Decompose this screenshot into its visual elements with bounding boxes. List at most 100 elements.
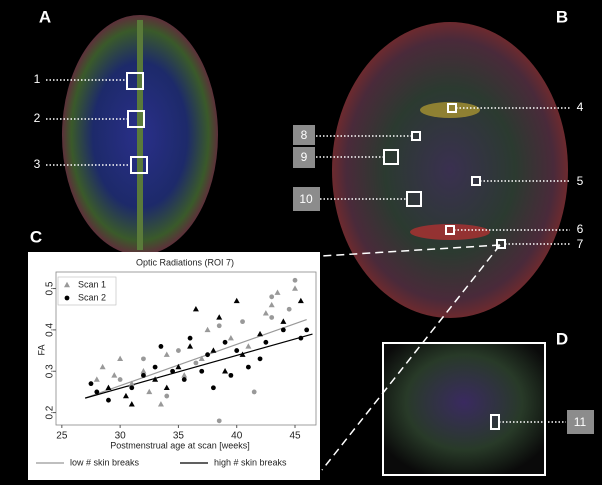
scatter-panel: Optic Radiations (ROI 7) Postmenstrual a…: [28, 252, 320, 480]
point: [181, 372, 188, 378]
point: [222, 339, 228, 345]
point: [128, 401, 135, 407]
fit-line: [84, 333, 313, 399]
label-box: [293, 147, 315, 168]
x-tick-label: 30: [115, 431, 127, 442]
point: [216, 314, 223, 320]
point: [198, 355, 205, 362]
x-tick-label: 35: [173, 431, 185, 442]
roi-label: 11: [574, 415, 587, 429]
y-tick-label: 0.4: [45, 323, 56, 337]
brain-image-d: [382, 342, 546, 476]
point: [181, 377, 187, 382]
point: [163, 351, 170, 357]
point: [94, 389, 100, 395]
point: [193, 360, 199, 366]
tract: [410, 224, 490, 240]
roi-label: 8: [301, 128, 308, 142]
point: [262, 310, 269, 316]
roi-markers: [46, 72, 594, 434]
legend-label: Scan 2: [78, 292, 106, 302]
point: [141, 372, 146, 378]
point: [257, 330, 264, 337]
point: [240, 319, 245, 325]
point: [187, 335, 193, 341]
roi-label: 1: [34, 72, 41, 86]
roi-label: 3: [34, 157, 41, 171]
point: [269, 315, 275, 320]
point: [245, 364, 251, 370]
panel-label: C: [30, 227, 42, 246]
point: [233, 297, 240, 304]
plot-frame: [55, 271, 317, 426]
point: [128, 380, 135, 386]
point: [105, 384, 112, 390]
legend-label: high # skin breaks: [214, 457, 287, 467]
legend-frame: [57, 276, 117, 306]
zoom-line: [321, 244, 501, 471]
chart-title: Optic Radiations (ROI 7): [136, 257, 234, 267]
roi-label: 2: [34, 111, 41, 125]
point: [157, 401, 164, 407]
legend-label: Scan 1: [78, 279, 106, 289]
point: [140, 368, 147, 374]
zoom-line: [321, 244, 501, 257]
legend-marker: [64, 295, 70, 301]
point: [268, 301, 275, 308]
point: [274, 289, 281, 295]
point: [210, 347, 217, 353]
point: [298, 335, 304, 341]
point: [141, 356, 146, 362]
roi-label: 6: [577, 222, 584, 236]
point: [297, 297, 304, 304]
point: [292, 277, 298, 283]
point: [216, 418, 222, 424]
point: [176, 348, 181, 353]
point: [269, 294, 275, 300]
x-axis-label: Postmenstrual age at scan [weeks]: [110, 440, 250, 450]
fit-line: [84, 318, 307, 399]
tract: [420, 102, 480, 118]
point: [227, 334, 234, 341]
roi-label: 7: [577, 237, 584, 251]
roi-label: 10: [299, 192, 313, 206]
point: [263, 339, 269, 345]
point: [117, 355, 124, 362]
point: [187, 343, 194, 349]
point: [117, 377, 123, 382]
point: [164, 393, 170, 399]
legend-marker: [64, 281, 70, 288]
label-box: [293, 187, 320, 211]
point: [152, 376, 159, 382]
roi-label: 5: [577, 174, 584, 188]
point: [257, 356, 263, 362]
roi-label: 9: [301, 150, 308, 164]
roi-box: [406, 191, 422, 207]
y-tick-label: 0.2: [45, 405, 56, 419]
label-box: [567, 410, 594, 434]
point: [234, 348, 240, 353]
point: [199, 368, 205, 374]
point: [239, 351, 246, 357]
roi-box: [127, 110, 145, 128]
y-tick-label: 0.3: [45, 364, 56, 378]
point: [170, 368, 175, 374]
y-axis-label: FA: [36, 344, 46, 355]
point: [152, 364, 158, 370]
point: [106, 397, 111, 403]
brain-image-b: [332, 22, 568, 318]
point: [304, 327, 310, 333]
legend-label: low # skin breaks: [70, 457, 140, 467]
point: [286, 306, 292, 312]
roi-box: [126, 72, 144, 90]
panel-label: D: [556, 329, 568, 348]
point: [88, 381, 94, 387]
point: [158, 344, 164, 349]
point: [251, 389, 257, 395]
point: [192, 306, 199, 312]
point: [204, 326, 211, 333]
x-tick-label: 45: [289, 431, 301, 442]
x-tick-label: 25: [56, 431, 68, 442]
roi-label: 4: [577, 100, 584, 114]
